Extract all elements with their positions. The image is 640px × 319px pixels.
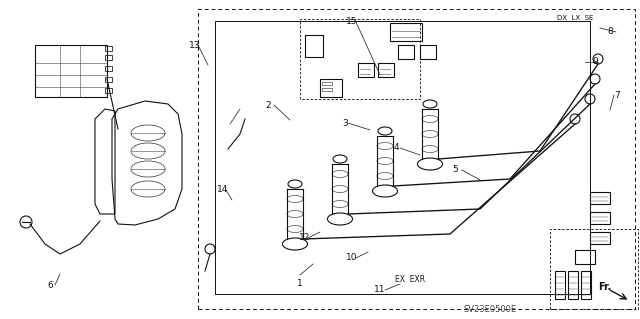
Text: 15: 15 (346, 18, 358, 26)
Text: 6: 6 (47, 280, 53, 290)
Text: 13: 13 (189, 41, 201, 49)
Bar (105, 88, 112, 93)
Text: 11: 11 (374, 286, 386, 294)
Bar (105, 46, 112, 51)
Text: Fr.: Fr. (598, 282, 612, 292)
Text: 5: 5 (452, 166, 458, 174)
Text: 10: 10 (346, 254, 358, 263)
Text: 4: 4 (393, 144, 399, 152)
Text: 7: 7 (614, 91, 620, 100)
Text: 9: 9 (592, 57, 598, 66)
Bar (105, 55, 112, 60)
Text: 2: 2 (265, 100, 271, 109)
Text: 3: 3 (342, 118, 348, 128)
Text: 14: 14 (218, 186, 228, 195)
Text: SV23E0500E: SV23E0500E (463, 305, 516, 314)
Text: 1: 1 (297, 278, 303, 287)
Text: EX  EXR: EX EXR (395, 276, 425, 285)
Bar (105, 66, 112, 71)
Bar (322, 82, 332, 85)
Text: DX  LX  SE: DX LX SE (557, 15, 593, 21)
Bar (322, 88, 332, 91)
Text: 12: 12 (300, 234, 310, 242)
Text: 8: 8 (607, 27, 613, 36)
Bar (105, 77, 112, 82)
